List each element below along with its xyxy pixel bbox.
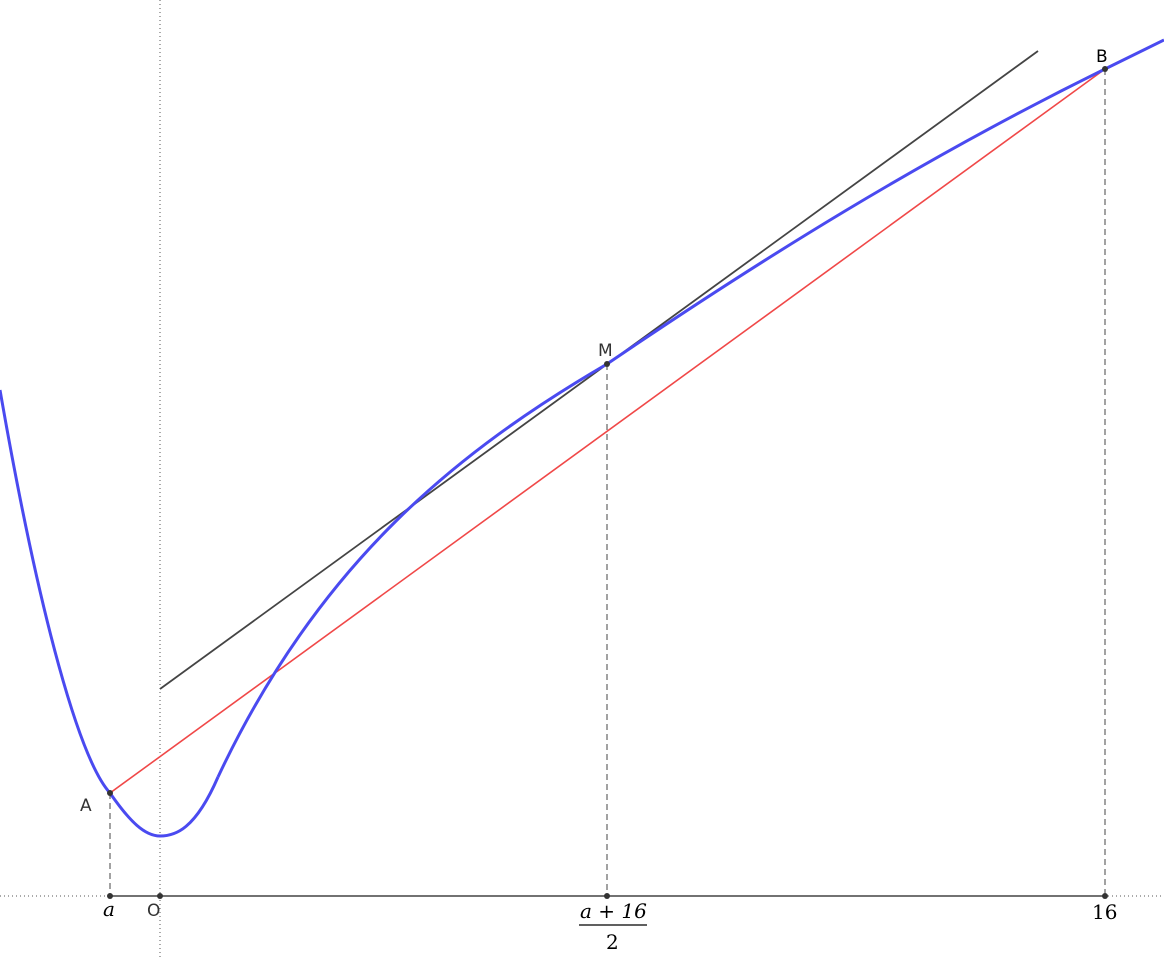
label-M: M: [598, 341, 613, 361]
point-a-axis[interactable]: [107, 893, 113, 899]
point-B[interactable]: [1102, 66, 1108, 72]
point-M[interactable]: [604, 361, 610, 367]
curve-left-branch: [0, 389, 220, 838]
label-B: B: [1096, 47, 1108, 67]
label-a: a: [103, 897, 115, 921]
curve-right-branch: [216, 38, 1164, 778]
point-O[interactable]: [157, 893, 163, 899]
label-O: O: [147, 901, 160, 921]
point-mid-axis[interactable]: [604, 893, 610, 899]
label-mid-denominator: 2: [606, 930, 619, 954]
point-16-axis[interactable]: [1102, 893, 1108, 899]
label-A: A: [80, 796, 92, 816]
label-16: 16: [1092, 900, 1117, 924]
point-A[interactable]: [107, 790, 113, 796]
label-mid-numerator: a + 16: [580, 899, 647, 923]
